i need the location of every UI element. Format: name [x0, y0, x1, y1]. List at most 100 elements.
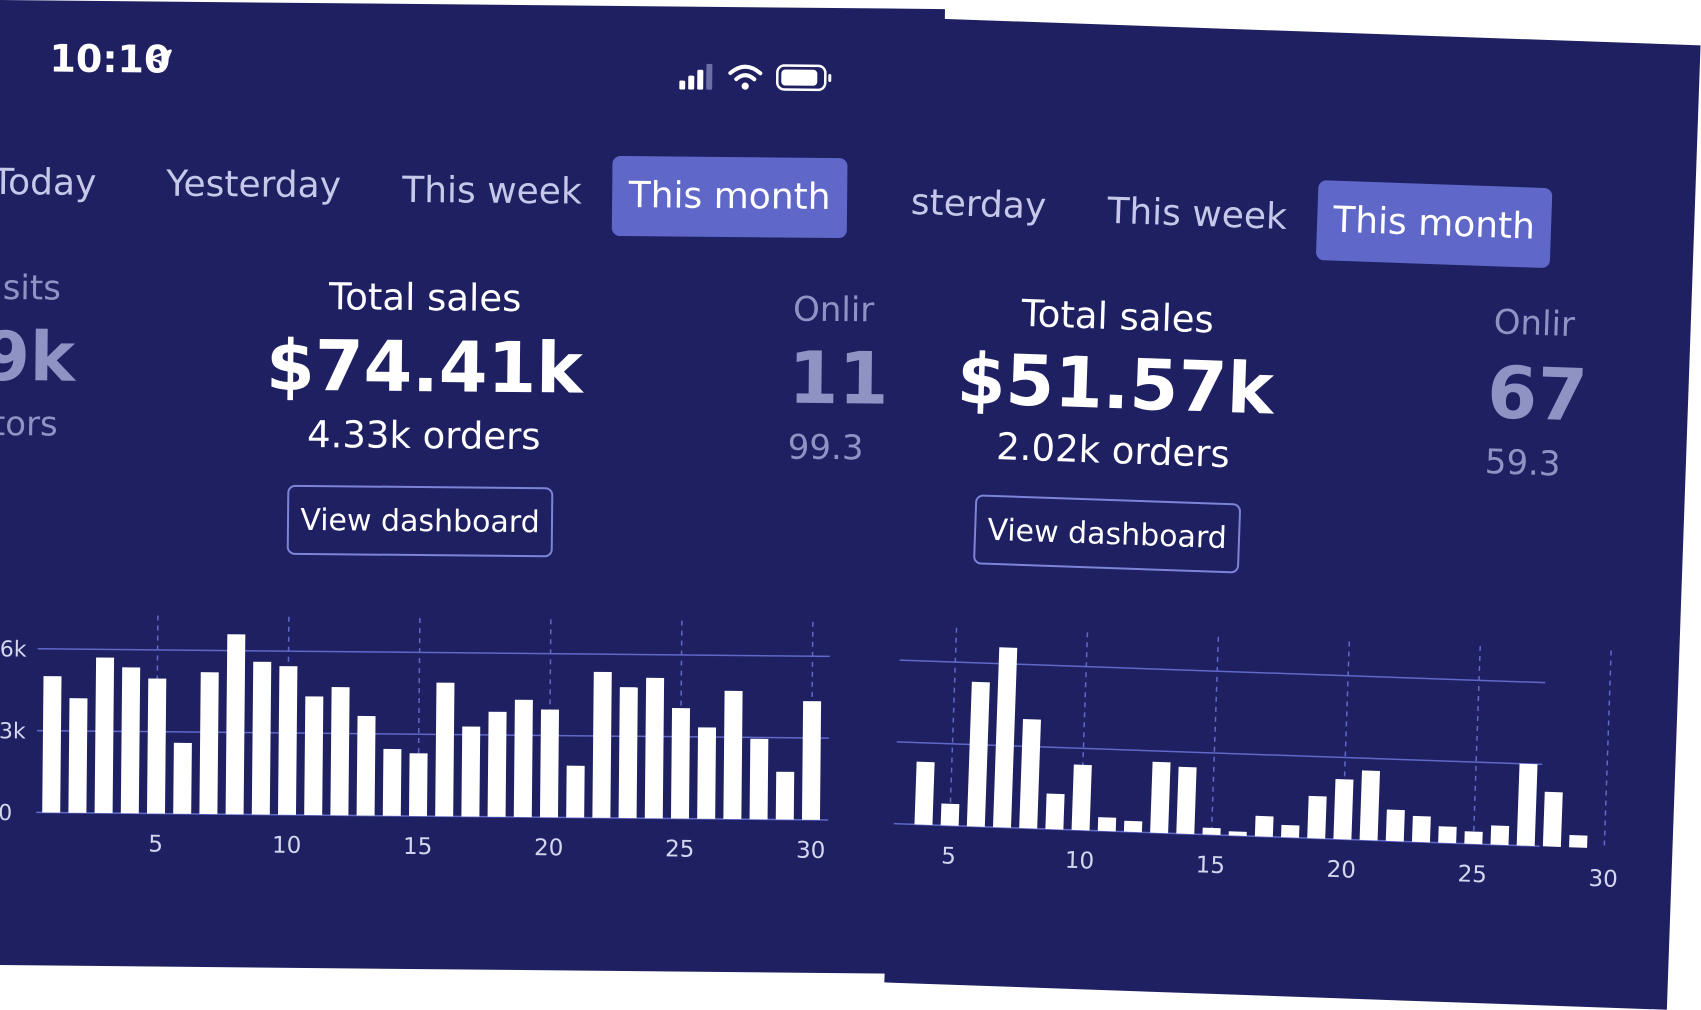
chart-bar [775, 771, 795, 820]
chart-bar [1490, 825, 1510, 846]
chart-bar [225, 634, 246, 815]
card-sub: 2.02k orders [995, 425, 1231, 477]
chart-bar [94, 657, 115, 814]
tab-yesterday[interactable]: Yesterday [166, 163, 342, 207]
chart-bar [1542, 791, 1563, 847]
chart-bar [251, 661, 272, 815]
tab-this-month[interactable]: This month [611, 155, 848, 239]
next-card-sub: 99.3 [787, 427, 864, 469]
chart-bar [566, 765, 585, 818]
x-tick-label: 30 [1588, 866, 1618, 893]
chart-bar [513, 699, 533, 818]
cellular-signal-icon [679, 63, 713, 90]
x-tick-label: 5 [148, 831, 163, 857]
chart-bar [1307, 795, 1327, 839]
chart-bar [1516, 763, 1538, 847]
chart-bar [966, 681, 990, 827]
chart-bar [1438, 826, 1457, 844]
chart-bar [1595, 848, 1613, 849]
horizontal-gridline [36, 811, 829, 821]
vertical-gridline [1603, 650, 1612, 849]
chart-bar [697, 727, 717, 819]
chart-bar [120, 667, 141, 814]
x-tick-label: 10 [272, 833, 302, 859]
y-tick-label: 0 [0, 801, 12, 826]
vertical-gridline [1210, 636, 1220, 835]
prev-card-sub: tors [0, 403, 58, 445]
chart-bar [1411, 815, 1431, 843]
x-tick-label: 25 [1457, 861, 1487, 888]
status-icons [679, 63, 833, 92]
chart-bar [1019, 719, 1041, 829]
chart-bar [1464, 831, 1483, 845]
chart-bar [1123, 820, 1143, 833]
vertical-gridline [1472, 645, 1481, 844]
chart-bar [1176, 766, 1197, 835]
card-value: $74.41k [265, 324, 584, 410]
left-screenshot: 10:10 Today Yesterday This week This mon… [0, 0, 945, 975]
chart-bar [382, 748, 402, 816]
chart-bar [993, 647, 1018, 828]
chart-bar [644, 677, 665, 819]
horizontal-gridline [36, 729, 829, 739]
location-arrow-icon [149, 49, 172, 72]
chart-bar [68, 698, 88, 813]
card-title: Total sales [1020, 291, 1215, 342]
chart-bar [723, 690, 743, 820]
chart-bar [408, 753, 428, 817]
chart-bar [940, 803, 960, 826]
x-tick-label: 5 [941, 843, 957, 869]
chart-bar [1281, 824, 1300, 838]
x-tick-label: 20 [534, 835, 564, 861]
y-tick-label: 6k [0, 637, 27, 662]
next-card-value: 67 [1485, 350, 1589, 438]
x-tick-label: 20 [1326, 857, 1356, 884]
next-card-title: Onlir [792, 289, 875, 331]
next-card-value: 11 [788, 335, 890, 421]
chart-bar [801, 701, 822, 820]
tab-this-week[interactable]: This week [401, 169, 582, 213]
chart-bar [1385, 809, 1405, 842]
chart-bar [461, 726, 481, 817]
x-tick-label: 15 [1195, 852, 1225, 879]
sales-bar-chart: 5 10 15 20 25 30 [893, 627, 1618, 893]
card-value: $51.57k [955, 337, 1276, 431]
chart-bar [330, 687, 350, 816]
chart-bar [277, 666, 298, 815]
sales-bar-chart: 0 3k 6k 5 10 15 20 25 30 [0, 615, 830, 864]
chart-bar [435, 682, 455, 817]
chart-bar [1359, 770, 1381, 841]
chart-bar [356, 715, 376, 816]
chart-bar [304, 696, 324, 816]
chart-bar [592, 671, 612, 818]
chart-bar [1150, 761, 1171, 834]
chart-bar [1045, 793, 1065, 830]
x-tick-label: 30 [796, 838, 826, 864]
card-sub: 4.33k orders [306, 412, 541, 459]
chart-bar [749, 738, 769, 820]
horizontal-gridline [896, 741, 1543, 766]
view-dashboard-button[interactable]: View dashboard [286, 484, 554, 558]
chart-bar [539, 709, 560, 818]
y-tick-label: 3k [0, 719, 26, 744]
next-card-title: Onlir [1493, 302, 1576, 346]
tab-this-month[interactable]: This month [1315, 180, 1553, 269]
chart-bar [914, 761, 935, 825]
tab-this-week[interactable]: This week [1106, 190, 1288, 238]
x-tick-label: 25 [665, 836, 695, 862]
chart-bar [199, 672, 219, 815]
chart-bar [146, 678, 167, 814]
x-tick-label: 10 [1064, 848, 1094, 875]
tab-today[interactable]: Today [0, 161, 97, 204]
prev-card-title: isits [0, 267, 62, 309]
chart-bar [1097, 817, 1117, 832]
chart-bar [42, 676, 62, 813]
chart-bar [1569, 834, 1588, 848]
chart-bar [1071, 764, 1092, 831]
chart-bar [1202, 827, 1221, 836]
prev-card-value: 9k [0, 317, 76, 398]
right-screenshot: Yesterday This week This month Total sal… [884, 18, 1701, 1010]
chart-bar [173, 742, 192, 814]
battery-icon [775, 64, 832, 92]
card-title: Total sales [328, 275, 522, 321]
